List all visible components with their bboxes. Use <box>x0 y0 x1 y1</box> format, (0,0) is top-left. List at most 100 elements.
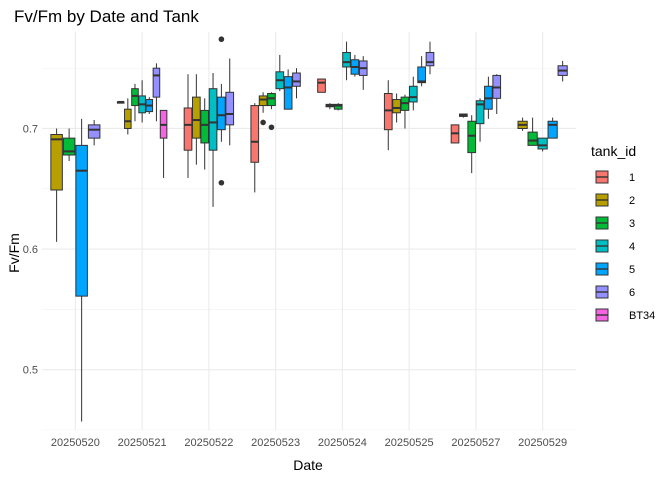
box-20250521-tank-5 <box>145 97 154 115</box>
box-body <box>124 108 132 129</box>
box-20250524-tank-3 <box>333 103 343 111</box>
box-20250521-tank-3 <box>131 83 139 122</box>
y-tick-label: 0.7 <box>23 123 38 135</box>
box-20250521-tank-6 <box>152 63 161 122</box>
box-20250529-tank-2 <box>517 117 528 131</box>
box-body <box>258 95 268 107</box>
box-body <box>317 78 326 93</box>
y-axis-title: Fv/Fm <box>6 233 22 273</box>
legend-item-4: 4 <box>593 237 635 255</box>
box-body <box>283 76 293 110</box>
box-20250529-tank-4 <box>537 137 548 152</box>
legend-label: 1 <box>629 172 635 184</box>
box-20250523-tank-6 <box>292 68 301 99</box>
box-body <box>408 85 418 103</box>
box-20250525-tank-3 <box>400 94 410 129</box>
box-body <box>217 96 226 131</box>
box-20250520-tank-2 <box>50 128 63 242</box>
box-20250522-tank-5 <box>217 36 226 186</box>
box-body <box>467 120 477 154</box>
x-tick-label: 20250527 <box>451 437 500 449</box>
box-20250520-tank-5 <box>75 118 88 422</box>
legend-item-1: 1 <box>593 168 635 186</box>
x-tick-label: 20250524 <box>318 437 367 449</box>
x-tick-label: 20250529 <box>518 437 567 449</box>
box-body <box>333 103 343 110</box>
box-20250525-tank-4 <box>408 76 418 111</box>
box-body <box>225 91 235 126</box>
box-20250525-tank-6 <box>425 41 435 75</box>
box-20250523-tank-3 <box>267 92 276 131</box>
box-body <box>417 66 426 84</box>
box-body <box>208 88 218 151</box>
box-series <box>50 36 568 422</box>
outlier-point <box>268 124 275 131</box>
box-body <box>87 124 101 139</box>
box-20250523-tank-5 <box>283 69 293 110</box>
box-body <box>250 105 260 163</box>
box-20250525-tank-5 <box>417 56 426 87</box>
box-20250527-tank-6 <box>492 74 502 115</box>
legend-item-2: 2 <box>593 191 635 209</box>
legend-item-BT34: BT34 <box>593 306 655 324</box>
legend-label: 6 <box>629 287 635 299</box>
legend-item-6: 6 <box>593 283 635 301</box>
y-axis-ticks: 0.5 0.6 0.7 <box>23 123 38 376</box>
box-body <box>50 134 63 191</box>
box-20250527-tank-3 <box>467 115 477 174</box>
legend-label: BT34 <box>629 310 655 322</box>
box-20250521-tank-1 <box>116 100 125 104</box>
box-20250524-tank-6 <box>358 56 368 90</box>
box-20250520-tank-3 <box>62 128 76 162</box>
box-body <box>537 137 548 150</box>
box-body <box>342 52 351 68</box>
x-tick-label: 20250525 <box>385 437 434 449</box>
x-axis-ticks: 20250520 20250521 20250522 20250523 20250524… <box>51 437 567 449</box>
box-20250522-tank-2 <box>192 74 201 165</box>
box-20250524-tank-2 <box>325 103 335 110</box>
box-20250522-tank-3 <box>200 98 210 170</box>
y-tick-label: 0.6 <box>23 244 38 256</box>
x-tick-label: 20250523 <box>251 437 300 449</box>
box-body <box>292 72 301 87</box>
outlier-point <box>260 119 266 126</box>
box-20250529-tank-6 <box>557 60 568 82</box>
y-tick-label: 0.5 <box>23 365 38 377</box>
legend-label: 4 <box>629 241 635 253</box>
box-body <box>267 93 276 107</box>
x-tick-label: 20250521 <box>118 437 167 449</box>
box-20250524-tank-4 <box>342 41 351 81</box>
box-20250521-tank-4 <box>138 80 146 123</box>
box-20250523-tank-4 <box>275 54 285 92</box>
box-20250525-tank-2 <box>392 93 401 123</box>
legend-item-5: 5 <box>593 260 635 278</box>
box-body <box>425 52 435 67</box>
box-20250520-tank-6 <box>87 120 101 146</box>
x-axis-title: Date <box>293 457 323 473</box>
box-20250521-tank-BT34 <box>159 109 168 178</box>
x-tick-label: 20250520 <box>51 437 100 449</box>
box-20250525-tank-1 <box>383 80 393 151</box>
legend-label: 3 <box>629 218 635 230</box>
box-20250522-tank-4 <box>208 73 218 207</box>
box-body <box>131 88 139 107</box>
box-20250523-tank-2 <box>258 92 268 126</box>
box-20250522-tank-6 <box>225 58 235 146</box>
box-body <box>152 67 161 98</box>
box-20250527-tank-5 <box>484 76 493 119</box>
box-body <box>527 131 538 146</box>
outlier-point <box>218 179 225 186</box>
legend: tank_id 1 2 3 4 5 6 BT34 <box>591 143 655 324</box>
box-body <box>183 107 193 151</box>
legend-item-3: 3 <box>593 214 635 232</box>
box-20250521-tank-2 <box>124 98 132 135</box>
box-body <box>475 100 485 125</box>
box-20250523-tank-1 <box>250 103 260 193</box>
box-20250527-tank-1 <box>450 124 460 144</box>
box-20250522-tank-1 <box>183 74 193 178</box>
box-body <box>547 120 558 139</box>
box-20250529-tank-3 <box>527 117 538 146</box>
legend-title: tank_id <box>591 143 636 159</box>
box-body <box>200 109 210 144</box>
box-body <box>383 93 393 131</box>
